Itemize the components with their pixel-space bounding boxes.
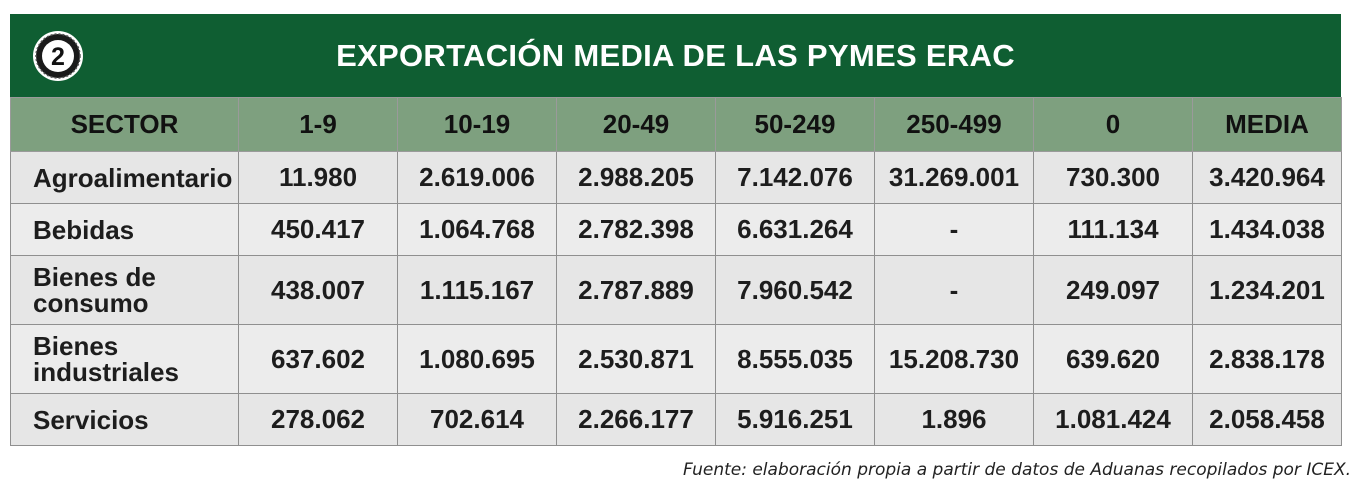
value-cell: 8.555.035 bbox=[715, 324, 875, 394]
value-cell: 7.960.542 bbox=[715, 255, 875, 325]
badge-number: 2 bbox=[51, 43, 65, 71]
value-cell: 6.631.264 bbox=[715, 203, 875, 256]
value-cell: 1.234.201 bbox=[1192, 255, 1342, 325]
value-cell: 2.266.177 bbox=[556, 393, 716, 446]
column-header: MEDIA bbox=[1192, 97, 1342, 152]
data-table: SECTOR 1-9 10-19 20-49 50-249 250-499 0 MEDIA A… bbox=[10, 97, 1342, 446]
value-cell: 438.007 bbox=[238, 255, 398, 325]
value-cell: 2.988.205 bbox=[556, 151, 716, 204]
value-cell: 5.916.251 bbox=[715, 393, 875, 446]
value-cell: 2.619.006 bbox=[397, 151, 557, 204]
value-cell: 2.782.398 bbox=[556, 203, 716, 256]
table-row: Bebidas 450.417 1.064.768 2.782.398 6.631.26… bbox=[10, 203, 1342, 256]
value-cell: 1.896 bbox=[874, 393, 1034, 446]
sector-cell: Bebidas bbox=[10, 203, 239, 256]
value-cell: 450.417 bbox=[238, 203, 398, 256]
value-cell: 1.081.424 bbox=[1033, 393, 1193, 446]
table-frame: 2 EXPORTACIÓN MEDIA DE LAS PYMES ERAC SE… bbox=[10, 14, 1342, 446]
value-cell: 249.097 bbox=[1033, 255, 1193, 325]
value-cell: 7.142.076 bbox=[715, 151, 875, 204]
table-row: Agroalimentario 11.980 2.619.006 2.988.205 7… bbox=[10, 151, 1342, 204]
value-cell: 278.062 bbox=[238, 393, 398, 446]
value-cell: 15.208.730 bbox=[874, 324, 1034, 394]
value-cell: 1.080.695 bbox=[397, 324, 557, 394]
column-header: 250-499 bbox=[874, 97, 1034, 152]
table-title: EXPORTACIÓN MEDIA DE LAS PYMES ERAC bbox=[336, 38, 1015, 73]
table-row: Bienes de consumo 438.007 1.115.167 2.787.8… bbox=[10, 255, 1342, 325]
sector-cell: Bienes industriales bbox=[10, 324, 239, 394]
value-cell: 2.787.889 bbox=[556, 255, 716, 325]
column-header: 0 bbox=[1033, 97, 1193, 152]
value-cell: 730.300 bbox=[1033, 151, 1193, 204]
value-cell: 31.269.001 bbox=[874, 151, 1034, 204]
column-header: 10-19 bbox=[397, 97, 557, 152]
table-row: Servicios 278.062 702.614 2.266.177 5.916.25… bbox=[10, 393, 1342, 446]
table-row: Bienes industriales 637.602 1.080.695 2.530… bbox=[10, 324, 1342, 394]
value-cell: 11.980 bbox=[238, 151, 398, 204]
value-cell: 2.530.871 bbox=[556, 324, 716, 394]
value-cell: 639.620 bbox=[1033, 324, 1193, 394]
value-cell: 702.614 bbox=[397, 393, 557, 446]
column-header: 20-49 bbox=[556, 97, 716, 152]
column-header: 1-9 bbox=[238, 97, 398, 152]
value-cell: 2.058.458 bbox=[1192, 393, 1342, 446]
value-cell: 1.064.768 bbox=[397, 203, 557, 256]
title-bar: 2 EXPORTACIÓN MEDIA DE LAS PYMES ERAC bbox=[10, 14, 1341, 97]
value-cell: 111.134 bbox=[1033, 203, 1193, 256]
source-note: Fuente: elaboración propia a partir de d… bbox=[683, 460, 1351, 480]
value-cell: - bbox=[874, 203, 1034, 256]
value-cell: 1.115.167 bbox=[397, 255, 557, 325]
table-body: Agroalimentario 11.980 2.619.006 2.988.205 7… bbox=[10, 151, 1342, 446]
value-cell: - bbox=[874, 255, 1034, 325]
column-header: 50-249 bbox=[715, 97, 875, 152]
value-cell: 637.602 bbox=[238, 324, 398, 394]
column-header: SECTOR bbox=[10, 97, 239, 152]
value-cell: 2.838.178 bbox=[1192, 324, 1342, 394]
sector-cell: Agroalimentario bbox=[10, 151, 239, 204]
sector-cell: Bienes de consumo bbox=[10, 255, 239, 325]
value-cell: 3.420.964 bbox=[1192, 151, 1342, 204]
number-badge-icon: 2 bbox=[33, 31, 83, 81]
column-header-row: SECTOR 1-9 10-19 20-49 50-249 250-499 0 MEDIA bbox=[10, 97, 1342, 152]
value-cell: 1.434.038 bbox=[1192, 203, 1342, 256]
sector-cell: Servicios bbox=[10, 393, 239, 446]
